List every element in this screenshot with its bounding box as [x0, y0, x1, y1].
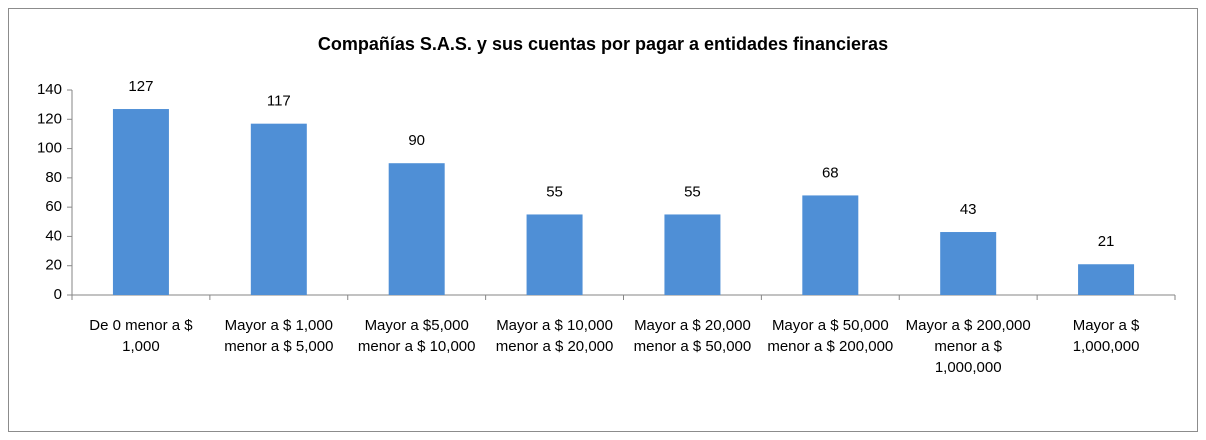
- x-tick-label: Mayor a $ 10,000 menor a $ 20,000: [495, 317, 614, 355]
- chart-border: [8, 8, 1198, 432]
- bar: [1078, 264, 1135, 295]
- value-label: 127: [128, 78, 153, 95]
- x-tick-label: Mayor a $ 1,000 menor a $ 5,000: [224, 317, 334, 355]
- bar: [802, 195, 859, 295]
- y-tick-label: 80: [45, 169, 62, 186]
- y-tick-label: 60: [45, 198, 62, 215]
- value-label: 43: [960, 201, 977, 218]
- y-tick-label: 120: [37, 110, 62, 127]
- x-tick-label: De 0 menor a $ 1,000: [89, 317, 193, 355]
- value-label: 55: [546, 183, 563, 200]
- x-tick-label: Mayor a $ 1,000,000: [1072, 317, 1140, 355]
- bar: [526, 214, 583, 295]
- value-label: 117: [267, 93, 291, 110]
- x-tick-label: Mayor a $5,000 menor a $ 10,000: [357, 317, 476, 355]
- x-tick-label: Mayor a $ 20,000 menor a $ 50,000: [633, 317, 752, 355]
- value-label: 90: [408, 132, 425, 149]
- value-label: 68: [822, 164, 839, 181]
- value-label: 55: [684, 183, 701, 200]
- y-tick-label: 100: [37, 140, 62, 157]
- bar: [664, 214, 721, 295]
- x-tick-label: Mayor a $ 50,000 menor a $ 200,000: [767, 317, 894, 355]
- y-tick-label: 20: [45, 257, 62, 274]
- bar: [940, 232, 997, 295]
- y-tick-label: 0: [54, 286, 62, 303]
- bar: [250, 123, 307, 295]
- chart-title: Compañías S.A.S. y sus cuentas por pagar…: [318, 34, 888, 54]
- bar: [388, 163, 445, 295]
- x-tick-label: Mayor a $ 200,000 menor a $ 1,000,000: [905, 317, 1031, 376]
- y-tick-label: 140: [37, 81, 62, 98]
- bar: [112, 109, 169, 296]
- value-label: 21: [1098, 233, 1115, 250]
- y-tick-label: 40: [45, 227, 62, 244]
